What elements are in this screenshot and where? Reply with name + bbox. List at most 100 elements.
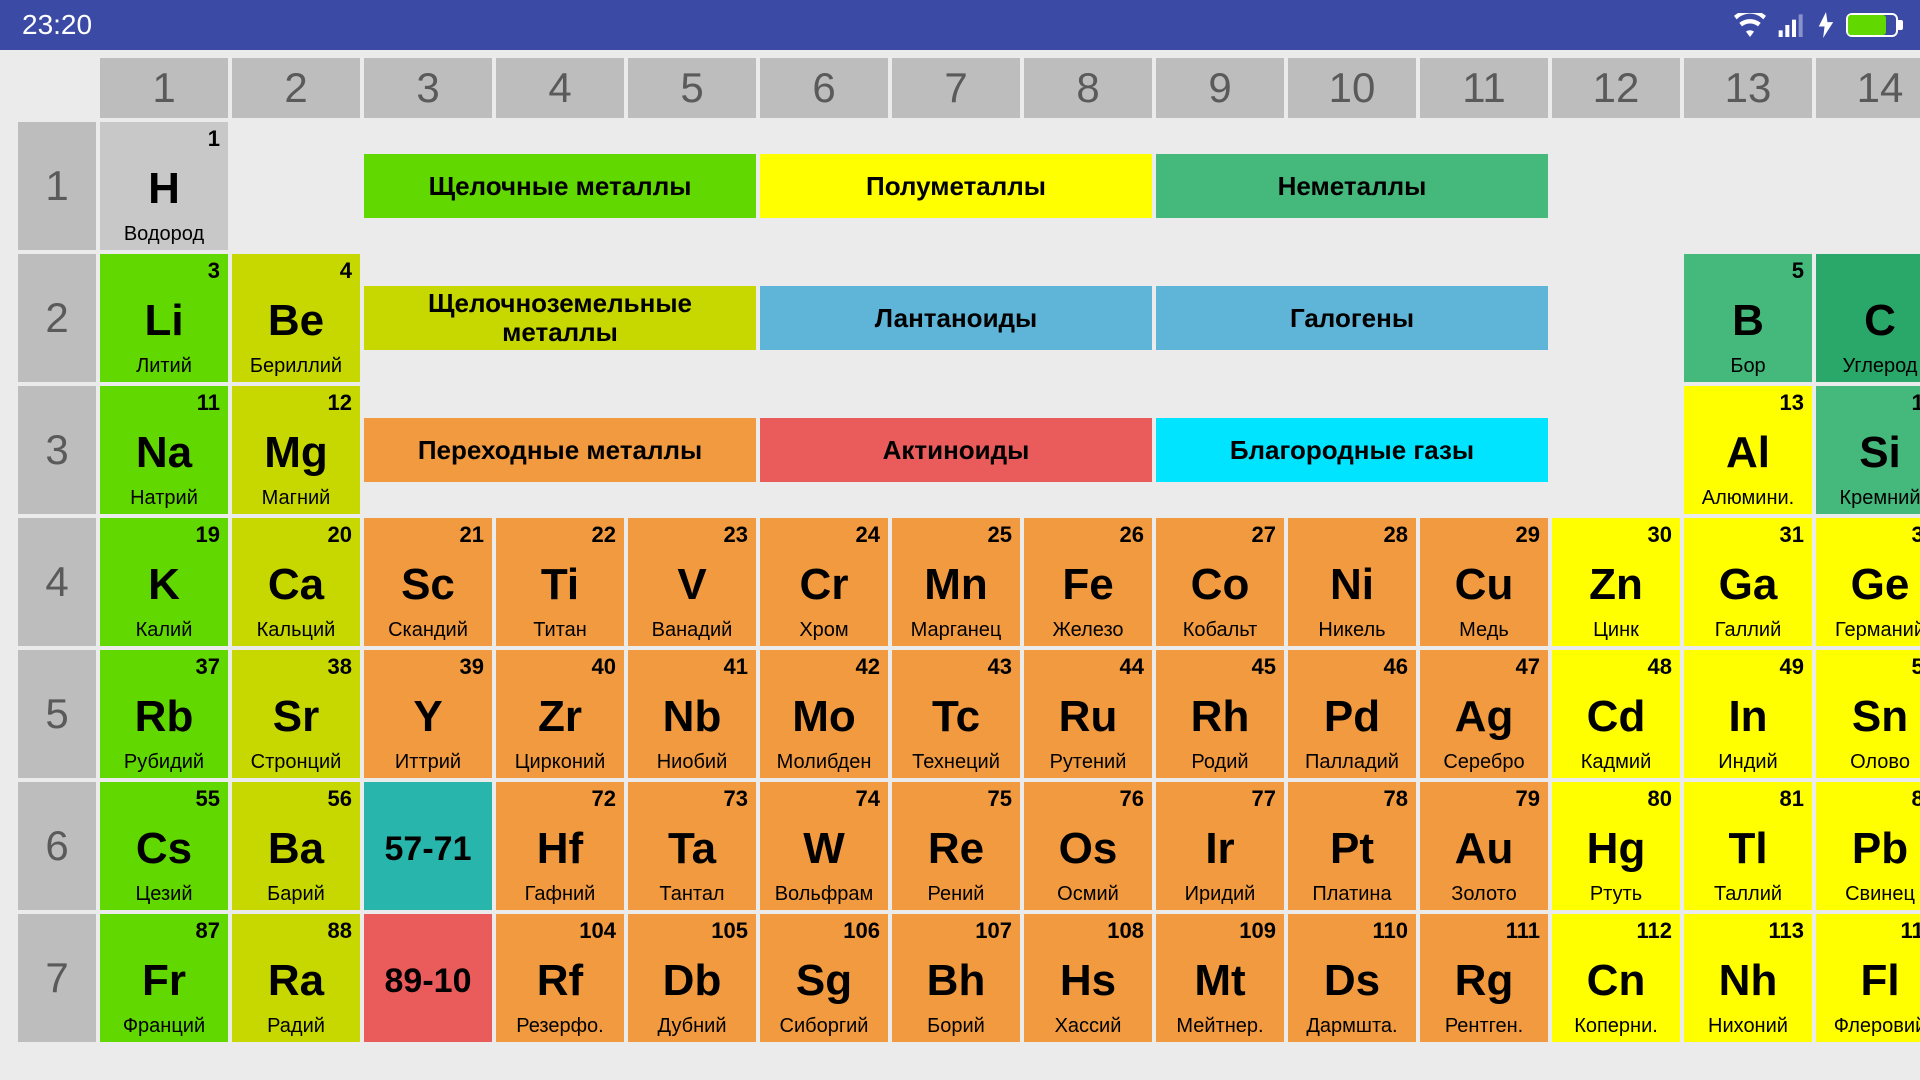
element-cell[interactable]: 57-71: [364, 782, 492, 910]
element-cell[interactable]: 43TcТехнеций: [892, 650, 1020, 778]
element-cell[interactable]: 5BБор: [1684, 254, 1812, 382]
element-cell[interactable]: 77IrИридий: [1156, 782, 1284, 910]
periodic-table[interactable]: 12345678910111213141234567Щелочные метал…: [0, 50, 1920, 1042]
element-cell[interactable]: 29CuМедь: [1420, 518, 1548, 646]
element-cell[interactable]: 75ReРений: [892, 782, 1020, 910]
element-cell[interactable]: 24CrХром: [760, 518, 888, 646]
element-cell[interactable]: 74WВольфрам: [760, 782, 888, 910]
element-cell[interactable]: 14SiКремний: [1816, 386, 1920, 514]
row-header[interactable]: 5: [18, 650, 96, 778]
column-header[interactable]: 1: [100, 58, 228, 118]
element-symbol: Hg: [1587, 827, 1646, 871]
element-cell[interactable]: 31GaГаллий: [1684, 518, 1812, 646]
element-cell[interactable]: 87FrФранций: [100, 914, 228, 1042]
element-cell[interactable]: 109MtМейтнер.: [1156, 914, 1284, 1042]
element-cell[interactable]: 48CdКадмий: [1552, 650, 1680, 778]
column-header[interactable]: 2: [232, 58, 360, 118]
element-cell[interactable]: 28NiНикель: [1288, 518, 1416, 646]
element-cell[interactable]: 56BaБарий: [232, 782, 360, 910]
row-header[interactable]: 2: [18, 254, 96, 382]
element-cell[interactable]: 47AgСеребро: [1420, 650, 1548, 778]
element-cell[interactable]: 105DbДубний: [628, 914, 756, 1042]
element-cell[interactable]: 13AlАлюмини.: [1684, 386, 1812, 514]
row-header[interactable]: 6: [18, 782, 96, 910]
element-cell[interactable]: 39YИттрий: [364, 650, 492, 778]
legend-item[interactable]: Лантаноиды: [760, 286, 1152, 350]
element-name: Калий: [100, 619, 228, 642]
column-header[interactable]: 5: [628, 58, 756, 118]
element-cell[interactable]: 32GeГерманий: [1816, 518, 1920, 646]
column-header[interactable]: 13: [1684, 58, 1812, 118]
element-cell[interactable]: 21ScСкандий: [364, 518, 492, 646]
element-cell[interactable]: 38SrСтронций: [232, 650, 360, 778]
element-cell[interactable]: 111RgРентген.: [1420, 914, 1548, 1042]
column-header[interactable]: 14: [1816, 58, 1920, 118]
column-header[interactable]: 12: [1552, 58, 1680, 118]
element-cell[interactable]: 78PtПлатина: [1288, 782, 1416, 910]
element-cell[interactable]: 3LiЛитий: [100, 254, 228, 382]
element-cell[interactable]: 19KКалий: [100, 518, 228, 646]
element-cell[interactable]: 112CnКоперни.: [1552, 914, 1680, 1042]
element-cell[interactable]: 42MoМолибден: [760, 650, 888, 778]
element-cell[interactable]: 26FeЖелезо: [1024, 518, 1152, 646]
element-cell[interactable]: 40ZrЦирконий: [496, 650, 624, 778]
legend-item[interactable]: Переходные металлы: [364, 418, 756, 482]
column-header[interactable]: 8: [1024, 58, 1152, 118]
element-cell[interactable]: 82PbСвинец: [1816, 782, 1920, 910]
element-cell[interactable]: 113NhНихоний: [1684, 914, 1812, 1042]
element-cell[interactable]: 108HsХассий: [1024, 914, 1152, 1042]
element-cell[interactable]: 44RuРутений: [1024, 650, 1152, 778]
element-cell[interactable]: 73TaТантал: [628, 782, 756, 910]
element-cell[interactable]: 20CaКальций: [232, 518, 360, 646]
row-header[interactable]: 7: [18, 914, 96, 1042]
atomic-number: 74: [856, 786, 880, 812]
element-cell[interactable]: 114FlФлеровий: [1816, 914, 1920, 1042]
element-cell[interactable]: 72HfГафний: [496, 782, 624, 910]
element-cell[interactable]: 81TlТаллий: [1684, 782, 1812, 910]
element-cell[interactable]: 4BeБериллий: [232, 254, 360, 382]
column-header[interactable]: 10: [1288, 58, 1416, 118]
element-cell[interactable]: 23VВанадий: [628, 518, 756, 646]
column-header[interactable]: 4: [496, 58, 624, 118]
row-header[interactable]: 3: [18, 386, 96, 514]
legend-item[interactable]: Благородные газы: [1156, 418, 1548, 482]
element-cell[interactable]: 12MgМагний: [232, 386, 360, 514]
column-header[interactable]: 3: [364, 58, 492, 118]
column-header[interactable]: 6: [760, 58, 888, 118]
element-cell[interactable]: 37RbРубидий: [100, 650, 228, 778]
element-cell[interactable]: 80HgРтуть: [1552, 782, 1680, 910]
element-cell[interactable]: 45RhРодий: [1156, 650, 1284, 778]
element-cell[interactable]: 46PdПалладий: [1288, 650, 1416, 778]
element-cell[interactable]: 22TiТитан: [496, 518, 624, 646]
element-cell[interactable]: 107BhБорий: [892, 914, 1020, 1042]
element-cell[interactable]: 55CsЦезий: [100, 782, 228, 910]
element-cell[interactable]: 106SgСиборгий: [760, 914, 888, 1042]
element-cell[interactable]: 30ZnЦинк: [1552, 518, 1680, 646]
row-header[interactable]: 1: [18, 122, 96, 250]
row-header[interactable]: 4: [18, 518, 96, 646]
element-cell[interactable]: 79AuЗолото: [1420, 782, 1548, 910]
legend-item[interactable]: Полуметаллы: [760, 154, 1152, 218]
legend-item[interactable]: Щелочные металлы: [364, 154, 756, 218]
element-cell[interactable]: 88RaРадий: [232, 914, 360, 1042]
column-header[interactable]: 9: [1156, 58, 1284, 118]
atomic-number: 76: [1120, 786, 1144, 812]
legend-item[interactable]: Щелочноземельные металлы: [364, 286, 756, 350]
element-cell[interactable]: 89-10: [364, 914, 492, 1042]
element-cell[interactable]: 49InИндий: [1684, 650, 1812, 778]
element-cell[interactable]: 11NaНатрий: [100, 386, 228, 514]
element-cell[interactable]: 110DsДармшта.: [1288, 914, 1416, 1042]
legend-item[interactable]: Актиноиды: [760, 418, 1152, 482]
element-cell[interactable]: 27CoКобальт: [1156, 518, 1284, 646]
element-cell[interactable]: 25MnМарганец: [892, 518, 1020, 646]
element-cell[interactable]: 104RfРезерфо.: [496, 914, 624, 1042]
column-header[interactable]: 11: [1420, 58, 1548, 118]
element-cell[interactable]: 76OsОсмий: [1024, 782, 1152, 910]
element-cell[interactable]: 41NbНиобий: [628, 650, 756, 778]
legend-item[interactable]: Неметаллы: [1156, 154, 1548, 218]
element-cell[interactable]: 50SnОлово: [1816, 650, 1920, 778]
element-cell[interactable]: 1HВодород: [100, 122, 228, 250]
legend-item[interactable]: Галогены: [1156, 286, 1548, 350]
column-header[interactable]: 7: [892, 58, 1020, 118]
element-cell[interactable]: 6CУглерод: [1816, 254, 1920, 382]
